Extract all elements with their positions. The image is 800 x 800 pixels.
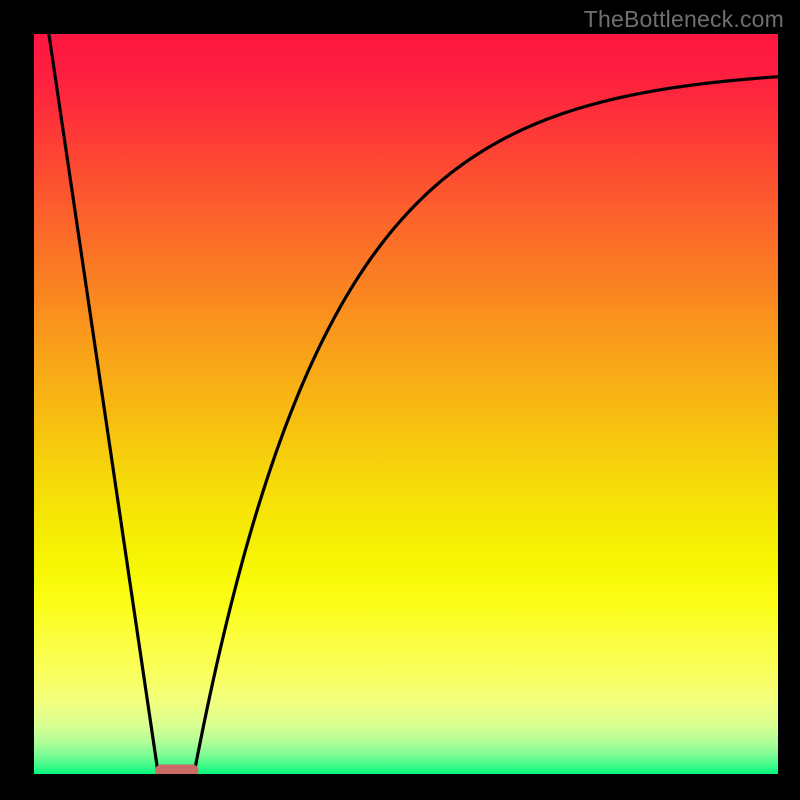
watermark-text: TheBottleneck.com bbox=[584, 6, 784, 33]
plot-svg bbox=[34, 34, 778, 774]
plot-area bbox=[34, 34, 778, 774]
chart-container: { "watermark": { "text": "TheBottleneck.… bbox=[0, 0, 800, 800]
